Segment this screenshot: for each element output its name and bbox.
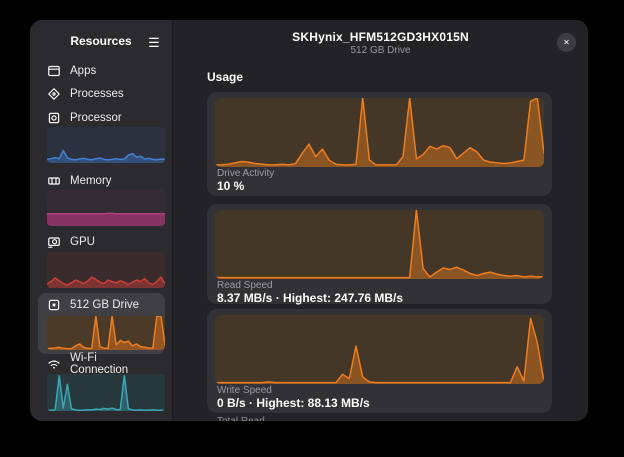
hamburger-menu-button[interactable]: ☰	[144, 33, 164, 53]
sidebar-item-drive[interactable]: 512 GB Drive	[38, 293, 165, 354]
chart-label: Write Speed	[217, 385, 272, 396]
page-subtitle: 512 GB Drive	[173, 45, 588, 56]
sidebar-item-wifi[interactable]: Wi-Fi Connection	[38, 353, 165, 375]
total-read-label: Total Read	[217, 416, 265, 421]
sidebar-item-drive-row[interactable]: 512 GB Drive	[38, 294, 165, 316]
memory-mini-chart	[47, 190, 165, 226]
gpu-icon	[47, 235, 61, 249]
chart-value: 10 %	[217, 179, 244, 193]
sidebar-item-label: 512 GB Drive	[70, 299, 139, 311]
chart-label: Read Speed	[217, 280, 273, 291]
sidebar-item-label: Processor	[70, 112, 122, 124]
read-speed-chart	[215, 210, 544, 279]
resources-window: Resources ☰ Apps Processes Processor	[30, 20, 588, 421]
chart-label: Drive Activity	[217, 168, 274, 179]
drive-mini-chart	[47, 316, 165, 350]
sidebar-item-processor[interactable]: Processor	[38, 107, 165, 129]
wifi-mini-chart	[47, 374, 165, 411]
write-speed-card: Write Speed 0 B/s · Highest: 88.13 MB/s	[207, 309, 552, 413]
drive-activity-chart	[215, 98, 544, 167]
sidebar-item-label: GPU	[70, 236, 95, 248]
drive-activity-card: Drive Activity 10 %	[207, 92, 552, 196]
chart-value: 8.37 MB/s · Highest: 247.76 MB/s	[217, 291, 403, 305]
processor-mini-chart	[47, 127, 165, 163]
memory-icon	[47, 174, 61, 188]
main-pane: SKHynix_HFM512GD3HX015N 512 GB Drive ✕ U…	[173, 20, 588, 421]
drive-icon	[47, 298, 61, 312]
usage-section-title: Usage	[207, 70, 243, 84]
sidebar-item-label: Wi-Fi Connection	[70, 352, 156, 376]
processes-icon	[47, 87, 61, 101]
chart-value: 0 B/s · Highest: 88.13 MB/s	[217, 396, 370, 410]
sidebar: Resources ☰ Apps Processes Processor	[30, 20, 173, 421]
write-speed-chart	[215, 315, 544, 384]
apps-icon	[47, 64, 61, 78]
processor-icon	[47, 111, 61, 125]
sidebar-item-processes[interactable]: Processes	[38, 83, 165, 105]
sidebar-item-label: Apps	[70, 65, 96, 77]
close-button[interactable]: ✕	[557, 33, 576, 52]
sidebar-item-label: Processes	[70, 88, 124, 100]
sidebar-item-gpu[interactable]: GPU	[38, 231, 165, 253]
sidebar-item-label: Memory	[70, 175, 112, 187]
read-speed-card: Read Speed 8.37 MB/s · Highest: 247.76 M…	[207, 204, 552, 304]
sidebar-item-memory[interactable]: Memory	[38, 170, 165, 192]
page-title: SKHynix_HFM512GD3HX015N	[173, 30, 588, 44]
close-icon: ✕	[563, 38, 570, 47]
gpu-mini-chart	[47, 252, 165, 288]
wifi-icon	[47, 357, 61, 371]
sidebar-item-apps[interactable]: Apps	[38, 60, 165, 82]
